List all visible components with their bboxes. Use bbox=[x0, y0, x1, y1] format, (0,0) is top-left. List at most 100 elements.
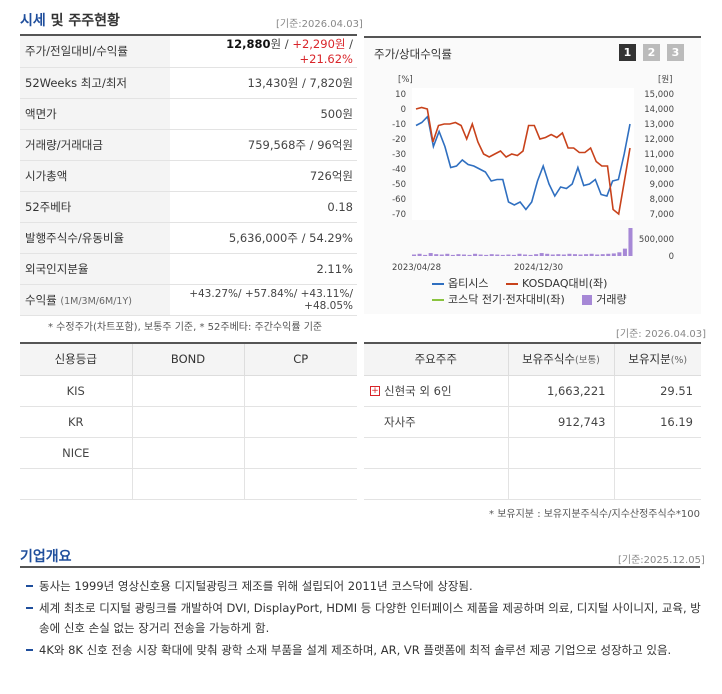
table-row: + 신현국 외 6인 1,663,221 29.51 bbox=[364, 375, 701, 407]
market-basis: [기준:2026.04.03] bbox=[276, 19, 363, 30]
left-tick-label: 10 bbox=[395, 90, 406, 100]
left-tick-label: -30 bbox=[392, 150, 406, 160]
empty-cell bbox=[507, 468, 614, 500]
bond-cell bbox=[131, 375, 244, 407]
separator: / bbox=[281, 37, 293, 52]
empty-cell bbox=[364, 437, 508, 469]
table-row: KR bbox=[20, 406, 357, 438]
row-value: 0.18 bbox=[170, 191, 357, 223]
chart-page-2-button[interactable]: 2 bbox=[643, 44, 660, 61]
row-label: 외국인지분율 bbox=[20, 253, 170, 285]
table-row: 시가총액 726억원 bbox=[20, 160, 357, 192]
table-row: NICE bbox=[20, 437, 357, 469]
row-value: 5,636,000주 / 54.29% bbox=[170, 222, 357, 254]
return-periods: (1M/3M/6M/1Y) bbox=[60, 295, 132, 307]
volume-bar bbox=[495, 254, 500, 256]
legend-label: 거래량 bbox=[596, 293, 627, 306]
market-title-main: 시세 bbox=[20, 13, 46, 29]
row-value: 759,568주 / 96억원 bbox=[170, 129, 357, 161]
table-header-row: 신용등급 BOND CP bbox=[20, 344, 357, 376]
overview-basis: [기준:2025.12.05] bbox=[618, 555, 705, 566]
table-row: 수익률 (1M/3M/6M/1Y) +43.27%/ +57.84%/ +43.… bbox=[20, 284, 357, 316]
chart-page-1-button[interactable]: 1 bbox=[619, 44, 636, 61]
volume-bar bbox=[484, 254, 489, 256]
market-note: * 수정주가(차트포함), 보통주 기준, * 52주베타: 주간수익률 기준 bbox=[48, 322, 323, 333]
volume-bar bbox=[506, 254, 511, 256]
return-label: 수익률 bbox=[25, 292, 57, 307]
column-header: BOND bbox=[131, 344, 244, 376]
row-label: 거래량/거래대금 bbox=[20, 129, 170, 161]
overview-title: 기업개요 bbox=[20, 549, 72, 565]
pct-cell: 29.51 bbox=[613, 375, 701, 407]
left-tick-label: 0 bbox=[401, 105, 406, 115]
market-title-rest: 및 주주현황 bbox=[45, 13, 120, 29]
bond-cell bbox=[131, 468, 244, 500]
table-row: 자사주 912,743 16.19 bbox=[364, 406, 701, 438]
chart-page-3-button[interactable]: 3 bbox=[667, 44, 684, 61]
volume-bar bbox=[473, 253, 478, 256]
left-tick-label: -60 bbox=[392, 195, 406, 205]
header-label: 보유주식수 bbox=[522, 352, 575, 367]
chart-title: 주가/상대수익률 bbox=[374, 47, 452, 61]
right-tick-label: 7,000 bbox=[650, 210, 674, 220]
credit-table: 신용등급 BOND CP KIS KR NICE bbox=[20, 344, 357, 500]
holder-name[interactable]: 신현국 외 6인 bbox=[384, 383, 452, 398]
right-tick-label: 8,000 bbox=[650, 195, 674, 205]
table-row bbox=[364, 437, 701, 469]
column-header: 신용등급 bbox=[20, 344, 132, 376]
right-tick-label: 12,000 bbox=[644, 135, 674, 145]
legend-item: 거래량 bbox=[582, 293, 627, 306]
table-row: KIS bbox=[20, 375, 357, 407]
volume-bar bbox=[561, 254, 566, 256]
volume-bar bbox=[600, 254, 605, 256]
left-axis-unit: [%] bbox=[398, 75, 413, 85]
right-tick-label: 14,000 bbox=[644, 105, 674, 115]
volume-bar bbox=[445, 253, 450, 256]
volume-bar bbox=[611, 253, 616, 256]
left-tick-label: -40 bbox=[392, 165, 406, 175]
volume-bar bbox=[511, 254, 516, 256]
volume-bar bbox=[545, 253, 550, 256]
volume-bar bbox=[617, 252, 622, 256]
right-tick-label: 15,000 bbox=[644, 90, 674, 100]
column-header: 보유주식수(보통) bbox=[507, 344, 614, 376]
legend-row-1: 옵티시스 KOSDAQ대비(좌) bbox=[432, 276, 692, 292]
legend-item: 옵티시스 bbox=[432, 277, 488, 290]
table-row: 외국인지분율 2.11% bbox=[20, 253, 357, 285]
holders-note: * 보유지분 : 보유지분주식수/지수산정주식수*100 bbox=[489, 509, 700, 520]
series-line bbox=[415, 106, 631, 216]
table-row bbox=[20, 468, 357, 500]
list-item: 세계 최초로 디지털 광링크를 개발하여 DVI, DisplayPort, H… bbox=[22, 598, 702, 638]
divider bbox=[364, 342, 701, 344]
holder-name-cell: + 신현국 외 6인 bbox=[364, 375, 508, 407]
right-tick-label: 9,000 bbox=[650, 180, 674, 190]
price-return: +21.62% bbox=[299, 52, 354, 67]
chart-legend: 옵티시스 KOSDAQ대비(좌) 코스닥 전기·전자대비(좌) 거래량 bbox=[432, 276, 692, 308]
left-tick-label: -10 bbox=[392, 120, 406, 130]
legend-swatch bbox=[582, 295, 593, 305]
column-header: 주요주주 bbox=[364, 344, 508, 376]
row-label: 발행주식수/유동비율 bbox=[20, 222, 170, 254]
holder-name-cell: 자사주 bbox=[364, 406, 508, 438]
volume-bar bbox=[622, 248, 627, 256]
pct-cell: 16.19 bbox=[613, 406, 701, 438]
row-value: 2.11% bbox=[170, 253, 357, 285]
volume-bar bbox=[489, 254, 494, 256]
cp-cell bbox=[243, 375, 357, 407]
volume-bar bbox=[595, 254, 600, 256]
shares-cell: 1,663,221 bbox=[507, 375, 614, 407]
volume-bar bbox=[584, 254, 589, 256]
legend-label: 옵티시스 bbox=[448, 277, 489, 290]
agency-cell: KIS bbox=[20, 375, 132, 407]
row-value: 726억원 bbox=[170, 160, 357, 192]
left-tick-label: -70 bbox=[392, 210, 406, 220]
expand-plus-icon[interactable]: + bbox=[370, 386, 380, 396]
separator: / bbox=[345, 37, 353, 52]
bond-cell bbox=[131, 406, 244, 438]
row-label: 52주베타 bbox=[20, 191, 170, 223]
volume-bar bbox=[450, 254, 455, 256]
header-label: 보유지분 bbox=[628, 352, 671, 367]
volume-bar bbox=[589, 253, 594, 256]
holders-basis: [기준: 2026.04.03] bbox=[616, 329, 707, 340]
right-axis-unit: [원] bbox=[658, 75, 672, 85]
